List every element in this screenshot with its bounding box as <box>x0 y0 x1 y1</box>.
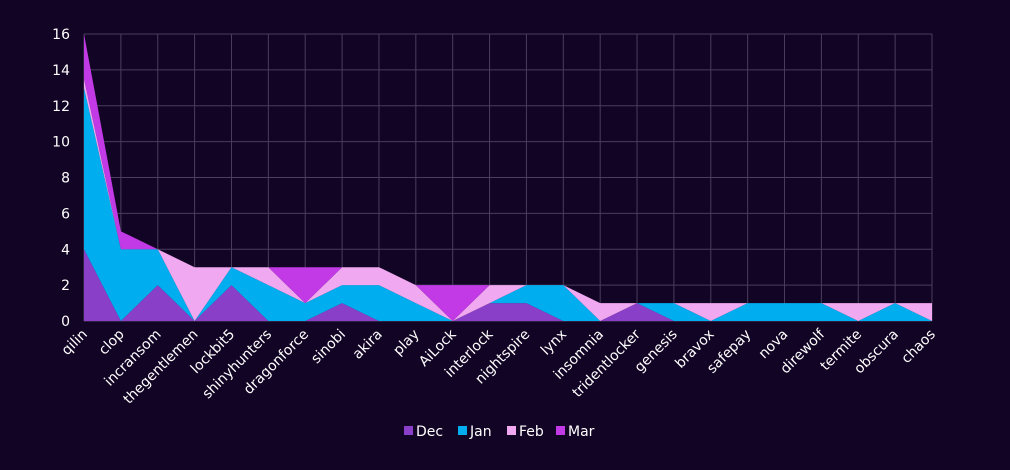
legend-swatch <box>404 426 413 435</box>
x-axis: qilin clopincransomthegentlemenlockbit5sh… <box>59 326 939 408</box>
legend-label: Dec <box>416 424 443 440</box>
legend-item-feb[interactable]: Feb <box>507 424 544 440</box>
y-tick-label: 8 <box>61 171 70 187</box>
legend-label: Mar <box>568 424 595 440</box>
x-tick-label: dragonforce <box>241 327 312 398</box>
y-tick-label: 0 <box>61 314 70 330</box>
y-tick-label: 14 <box>52 63 70 79</box>
legend-label: Feb <box>519 424 544 440</box>
x-tick-label: play <box>390 327 422 359</box>
x-tick-label: chaos <box>899 327 939 367</box>
legend-item-dec[interactable]: Dec <box>404 424 443 440</box>
legend-item-jan[interactable]: Jan <box>458 424 492 440</box>
x-tick-label: akira <box>350 327 386 363</box>
x-tick-label: qilin <box>59 327 91 359</box>
legend-swatch <box>556 426 565 435</box>
legend: Dec Jan Feb Mar <box>404 424 595 440</box>
legend-label: Jan <box>469 424 492 440</box>
y-tick-label: 10 <box>52 135 70 151</box>
y-axis: 0 2 4 6 8 10 12 14 16 <box>52 27 70 330</box>
legend-swatch <box>458 426 467 435</box>
y-tick-label: 6 <box>61 206 70 222</box>
y-tick-label: 12 <box>52 99 70 115</box>
x-tick-label: lynx <box>538 327 570 359</box>
x-tick-label: clop <box>96 326 128 358</box>
area-series-dec <box>84 249 932 321</box>
y-tick-label: 4 <box>61 242 70 258</box>
legend-swatch <box>507 426 516 435</box>
legend-item-mar[interactable]: Mar <box>556 424 595 440</box>
y-tick-label: 2 <box>61 278 70 294</box>
plot-area <box>84 34 932 321</box>
y-tick-label: 16 <box>52 27 70 43</box>
x-tick-label: sinobi <box>308 327 349 368</box>
